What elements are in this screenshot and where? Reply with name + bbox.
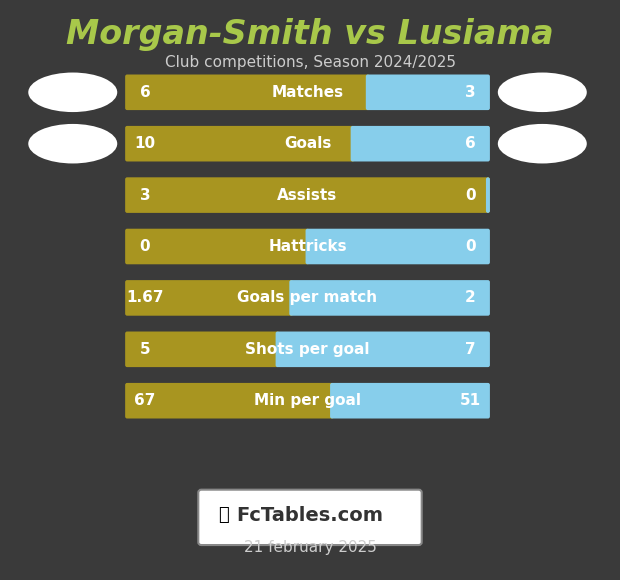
Ellipse shape bbox=[29, 124, 117, 164]
Text: 7: 7 bbox=[465, 342, 476, 357]
Text: Morgan-Smith vs Lusiama: Morgan-Smith vs Lusiama bbox=[66, 19, 554, 52]
FancyBboxPatch shape bbox=[198, 490, 422, 545]
FancyBboxPatch shape bbox=[125, 177, 490, 213]
FancyBboxPatch shape bbox=[125, 126, 355, 161]
Text: Min per goal: Min per goal bbox=[254, 393, 361, 408]
Text: 0: 0 bbox=[465, 187, 476, 202]
Text: 1.67: 1.67 bbox=[126, 291, 164, 306]
FancyBboxPatch shape bbox=[330, 383, 490, 419]
Ellipse shape bbox=[29, 72, 117, 112]
FancyBboxPatch shape bbox=[276, 332, 490, 367]
Text: 21 february 2025: 21 february 2025 bbox=[244, 539, 376, 554]
Text: Goals per match: Goals per match bbox=[237, 291, 378, 306]
Text: 6: 6 bbox=[140, 85, 150, 100]
FancyBboxPatch shape bbox=[125, 383, 334, 419]
Text: Assists: Assists bbox=[277, 187, 338, 202]
Text: 6: 6 bbox=[465, 136, 476, 151]
Text: Matches: Matches bbox=[272, 85, 343, 100]
Text: 📊: 📊 bbox=[218, 506, 228, 524]
Text: FcTables.com: FcTables.com bbox=[236, 506, 384, 525]
FancyBboxPatch shape bbox=[125, 332, 280, 367]
FancyBboxPatch shape bbox=[125, 280, 293, 316]
Ellipse shape bbox=[498, 72, 587, 112]
FancyBboxPatch shape bbox=[486, 177, 490, 213]
FancyBboxPatch shape bbox=[125, 74, 370, 110]
FancyBboxPatch shape bbox=[366, 74, 490, 110]
Text: 2: 2 bbox=[465, 291, 476, 306]
Text: Hattricks: Hattricks bbox=[268, 239, 347, 254]
Text: 0: 0 bbox=[465, 239, 476, 254]
Text: 51: 51 bbox=[459, 393, 481, 408]
FancyBboxPatch shape bbox=[306, 229, 490, 264]
FancyBboxPatch shape bbox=[290, 280, 490, 316]
Text: 5: 5 bbox=[140, 342, 150, 357]
Text: 10: 10 bbox=[135, 136, 156, 151]
Text: Shots per goal: Shots per goal bbox=[246, 342, 370, 357]
Text: Club competitions, Season 2024/2025: Club competitions, Season 2024/2025 bbox=[164, 55, 456, 70]
Text: Goals: Goals bbox=[284, 136, 331, 151]
Text: 0: 0 bbox=[140, 239, 150, 254]
Text: 67: 67 bbox=[135, 393, 156, 408]
FancyBboxPatch shape bbox=[125, 229, 309, 264]
Text: 3: 3 bbox=[140, 187, 150, 202]
Text: 3: 3 bbox=[465, 85, 476, 100]
FancyBboxPatch shape bbox=[351, 126, 490, 161]
Ellipse shape bbox=[498, 124, 587, 164]
